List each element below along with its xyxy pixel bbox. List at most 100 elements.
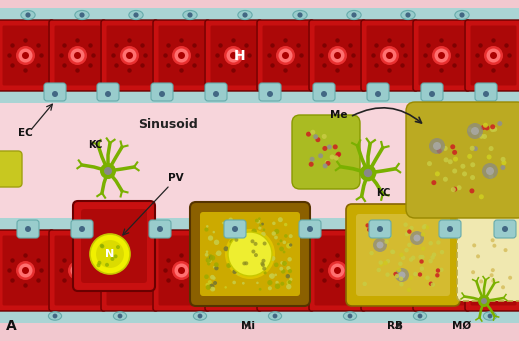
FancyBboxPatch shape <box>158 236 204 306</box>
Circle shape <box>421 232 425 237</box>
Circle shape <box>235 237 240 242</box>
Circle shape <box>213 281 217 285</box>
Circle shape <box>52 314 58 318</box>
Circle shape <box>264 243 269 249</box>
FancyBboxPatch shape <box>49 20 106 91</box>
Circle shape <box>206 257 211 263</box>
Circle shape <box>218 258 223 263</box>
Circle shape <box>296 278 301 283</box>
Circle shape <box>114 43 119 48</box>
Circle shape <box>481 298 487 304</box>
Circle shape <box>407 243 412 247</box>
Circle shape <box>478 295 490 307</box>
Ellipse shape <box>414 312 427 320</box>
Circle shape <box>497 121 502 126</box>
FancyBboxPatch shape <box>101 230 158 311</box>
Circle shape <box>507 53 512 58</box>
Circle shape <box>504 258 509 263</box>
FancyBboxPatch shape <box>259 83 281 101</box>
Circle shape <box>231 239 236 244</box>
Circle shape <box>263 257 265 260</box>
Circle shape <box>39 268 44 273</box>
Circle shape <box>484 261 503 280</box>
Circle shape <box>283 68 288 73</box>
Circle shape <box>79 226 85 232</box>
Circle shape <box>426 276 430 280</box>
Circle shape <box>285 274 290 278</box>
Circle shape <box>450 144 455 149</box>
Circle shape <box>163 53 168 58</box>
Circle shape <box>255 252 258 255</box>
Circle shape <box>215 53 220 58</box>
Circle shape <box>236 225 238 228</box>
Circle shape <box>321 91 327 97</box>
Circle shape <box>436 268 440 273</box>
Circle shape <box>502 226 508 232</box>
Circle shape <box>483 91 489 97</box>
Circle shape <box>481 125 486 130</box>
Circle shape <box>230 52 237 59</box>
Circle shape <box>488 174 494 179</box>
Circle shape <box>228 218 233 222</box>
Circle shape <box>244 273 248 276</box>
FancyBboxPatch shape <box>475 83 497 101</box>
Circle shape <box>282 240 286 244</box>
Circle shape <box>75 253 80 258</box>
FancyBboxPatch shape <box>439 220 461 238</box>
Circle shape <box>432 46 451 65</box>
Circle shape <box>399 271 405 279</box>
Circle shape <box>204 275 209 279</box>
Bar <box>0 103 519 218</box>
Circle shape <box>264 271 267 275</box>
Circle shape <box>351 12 357 18</box>
Circle shape <box>239 260 243 265</box>
Bar <box>0 218 519 232</box>
Circle shape <box>385 239 389 244</box>
Circle shape <box>250 267 253 270</box>
Circle shape <box>270 278 275 283</box>
Circle shape <box>362 282 367 286</box>
Circle shape <box>229 256 232 258</box>
Circle shape <box>279 239 282 242</box>
Circle shape <box>335 152 340 158</box>
Circle shape <box>470 146 475 151</box>
Circle shape <box>395 268 409 282</box>
Circle shape <box>439 268 444 272</box>
Circle shape <box>235 238 238 242</box>
Circle shape <box>491 279 495 283</box>
Circle shape <box>452 278 457 283</box>
Circle shape <box>39 53 44 58</box>
FancyBboxPatch shape <box>413 230 470 311</box>
Circle shape <box>230 267 237 274</box>
Circle shape <box>163 268 168 273</box>
Circle shape <box>429 282 433 286</box>
Circle shape <box>491 68 496 73</box>
Circle shape <box>426 43 431 48</box>
Circle shape <box>36 278 40 283</box>
Circle shape <box>405 232 409 236</box>
Circle shape <box>212 287 215 291</box>
Circle shape <box>261 232 266 237</box>
FancyBboxPatch shape <box>309 230 366 311</box>
Ellipse shape <box>293 11 307 19</box>
Circle shape <box>348 314 352 318</box>
Circle shape <box>376 241 384 249</box>
Circle shape <box>391 250 395 254</box>
Circle shape <box>500 157 506 162</box>
Circle shape <box>193 278 197 283</box>
Circle shape <box>204 253 209 257</box>
Circle shape <box>238 262 242 266</box>
Circle shape <box>75 68 80 73</box>
Circle shape <box>244 278 249 283</box>
Circle shape <box>244 261 248 265</box>
Circle shape <box>488 146 494 151</box>
FancyBboxPatch shape <box>367 83 389 101</box>
FancyBboxPatch shape <box>0 20 54 91</box>
Circle shape <box>269 274 272 278</box>
Circle shape <box>59 268 64 273</box>
FancyBboxPatch shape <box>366 236 413 306</box>
Circle shape <box>455 268 460 273</box>
Circle shape <box>22 52 29 59</box>
Circle shape <box>288 280 292 284</box>
Circle shape <box>351 268 356 273</box>
